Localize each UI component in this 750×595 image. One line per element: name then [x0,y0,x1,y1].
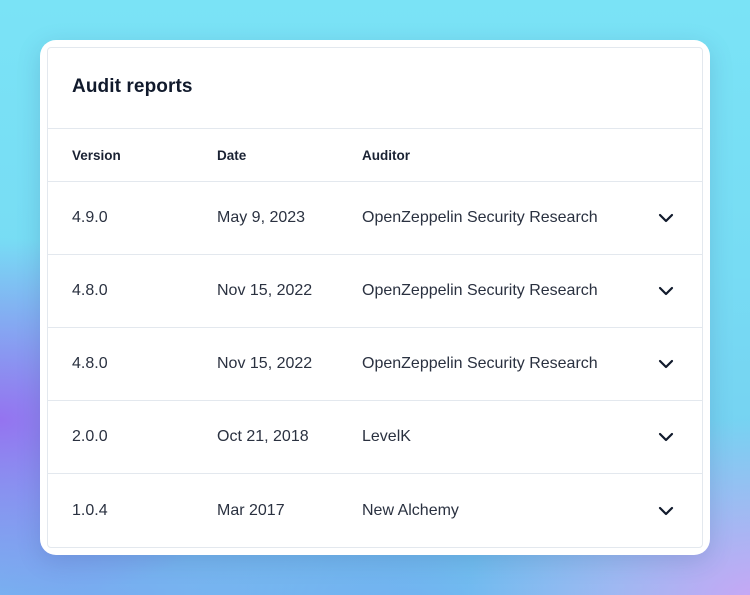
expand-row-button[interactable] [652,401,680,473]
row-date: Mar 2017 [217,501,285,519]
row-auditor: New Alchemy [362,501,459,519]
audit-reports-panel: Audit reports Version Date Auditor 4.9.0… [47,47,703,548]
column-header-version: Version [72,147,121,163]
column-header-auditor: Auditor [362,147,410,163]
row-date: May 9, 2023 [217,209,306,226]
expand-row-button[interactable] [652,474,680,547]
table-row[interactable]: 4.8.0 Nov 15, 2022 OpenZeppelin Security… [48,328,702,401]
audit-reports-card: Audit reports Version Date Auditor 4.9.0… [40,40,710,555]
row-version: 4.8.0 [72,355,108,372]
expand-row-button[interactable] [652,255,680,327]
table-row[interactable]: 4.9.0 May 9, 2023 OpenZeppelin Security … [48,182,702,255]
table-row[interactable]: 2.0.0 Oct 21, 2018 LevelK [48,401,702,474]
row-version: 2.0.0 [72,428,108,445]
chevron-down-icon [658,213,674,223]
chevron-down-icon [658,359,674,369]
table-header: Version Date Auditor [48,128,702,182]
expand-row-button[interactable] [652,328,680,400]
expand-row-button[interactable] [652,182,680,254]
row-auditor: LevelK [362,428,411,445]
row-version: 1.0.4 [72,501,108,519]
chevron-down-icon [658,286,674,296]
row-date: Nov 15, 2022 [217,355,313,372]
row-auditor: OpenZeppelin Security Research [362,209,598,226]
chevron-down-icon [658,432,674,442]
table-row[interactable]: 4.8.0 Nov 15, 2022 OpenZeppelin Security… [48,255,702,328]
row-date: Nov 15, 2022 [217,282,313,299]
table-row[interactable]: 1.0.4 Mar 2017 New Alchemy [48,474,702,547]
chevron-down-icon [658,506,674,515]
row-version: 4.8.0 [72,282,108,299]
row-auditor: OpenZeppelin Security Research [362,282,598,299]
card-title: Audit reports [72,76,193,97]
row-date: Oct 21, 2018 [217,428,309,445]
row-auditor: OpenZeppelin Security Research [362,355,598,372]
row-version: 4.9.0 [72,209,108,226]
column-header-date: Date [217,147,247,163]
